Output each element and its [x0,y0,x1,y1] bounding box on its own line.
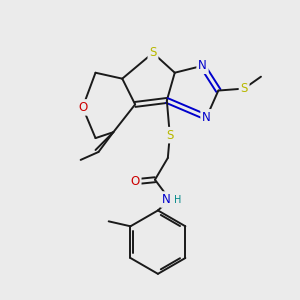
Text: S: S [166,129,173,142]
Text: N: N [202,111,211,124]
Text: O: O [78,101,87,114]
Text: N: N [161,193,170,206]
Text: S: S [149,46,157,59]
Text: N: N [198,59,207,72]
Text: O: O [130,175,140,188]
Text: S: S [240,82,248,95]
Text: H: H [174,194,182,205]
